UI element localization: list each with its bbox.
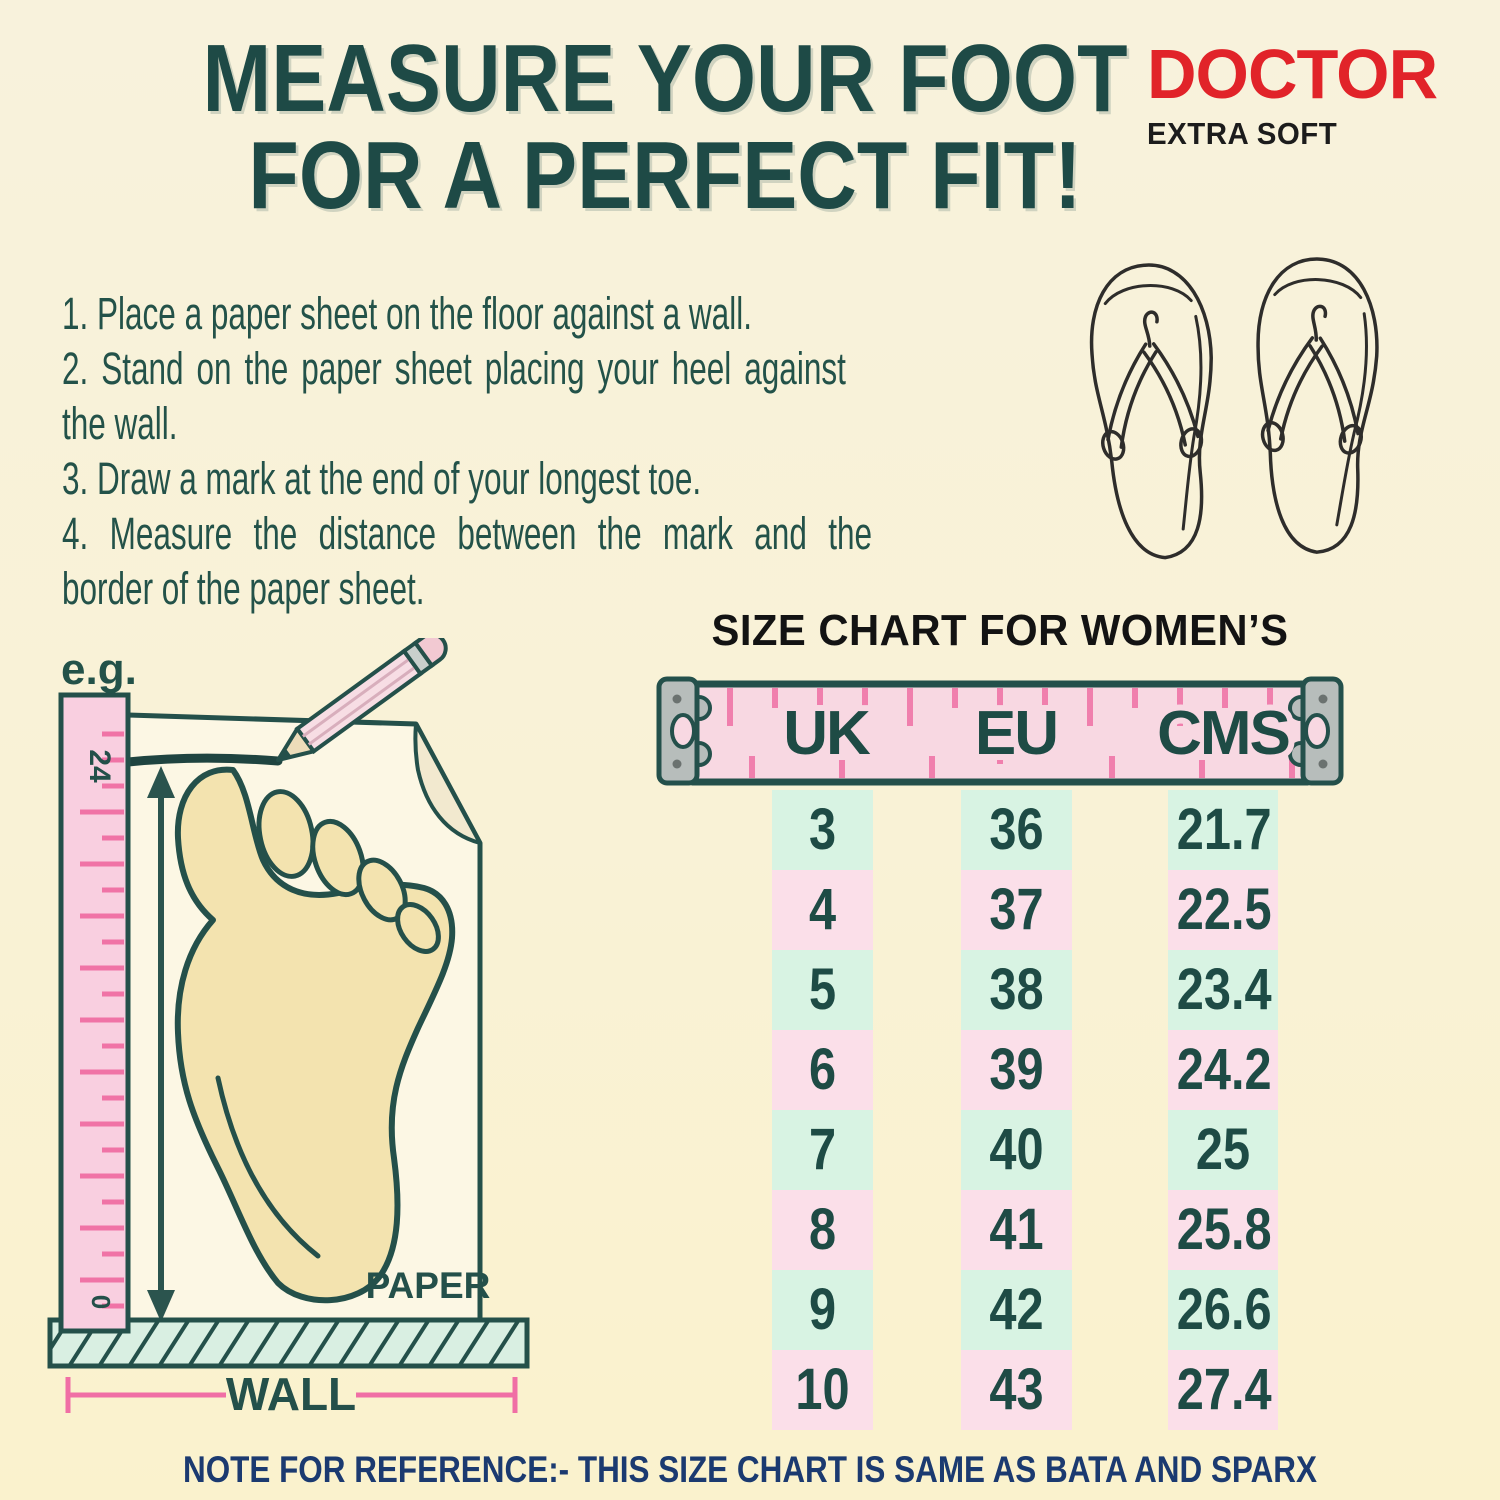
brand-tagline: EXTRA SOFT [1147, 116, 1338, 151]
tape-measure-header: UK EU CMS [656, 676, 1344, 786]
size-cell-cms: 25.8 [1168, 1190, 1278, 1270]
measure-arrow [147, 766, 175, 1322]
instruction-line: 1. Place a paper sheet on the floor agai… [62, 288, 752, 339]
size-cell-eu: 36 [961, 790, 1072, 870]
size-cell-eu: 39 [961, 1030, 1072, 1110]
flip-flops-illustration [1089, 257, 1379, 560]
page-title-line2: FOR A PERFECT FIT! [248, 122, 1082, 229]
size-cell-uk: 5 [772, 950, 873, 1030]
size-table-row: 5 38 23.4 [655, 950, 1345, 1030]
size-cell-cms: 27.4 [1168, 1350, 1278, 1430]
size-chart-title: SIZE CHART FOR WOMEN’S [711, 606, 1289, 655]
column-header-eu: EU [975, 699, 1057, 768]
paper-label: PAPER [366, 1265, 491, 1306]
brand-logo: DOCTOR EXTRA SOFT [1147, 38, 1443, 152]
size-cell-uk: 3 [772, 790, 873, 870]
column-header-uk: UK [783, 699, 871, 768]
ruler: 24 0 [58, 692, 131, 1334]
wall-dimension-line [65, 1377, 518, 1413]
pencil-illustration [276, 638, 448, 762]
tape-ticks [727, 688, 1295, 778]
tape-clasp-left [656, 676, 712, 786]
size-table-row: 8 41 25.8 [655, 1190, 1345, 1270]
size-cell-uk: 9 [772, 1270, 873, 1350]
brand-name: DOCTOR [1147, 35, 1438, 113]
size-cell-cms: 22.5 [1168, 870, 1278, 950]
instruction-line: 3. Draw a mark at the end of your longes… [62, 453, 702, 504]
page-title: MEASURE YOUR FOOT FOR A PERFECT FIT! [93, 30, 1237, 224]
size-cell-uk: 10 [772, 1350, 873, 1430]
measurement-diagram: 24 0 e.g. PAPER WALL [47, 638, 530, 1420]
size-cell-cms: 26.6 [1168, 1270, 1278, 1350]
page-title-line1: MEASURE YOUR FOOT [202, 25, 1128, 132]
size-cell-eu: 42 [961, 1270, 1072, 1350]
size-table-rows: 3 36 21.7 4 37 22.5 5 38 23.4 6 39 24.2 7 40 25 8 41 25.8… [655, 790, 1345, 1430]
size-cell-cms: 21.7 [1168, 790, 1278, 870]
column-header-cms: CMS [1157, 699, 1289, 768]
pencil-mark-line [123, 753, 283, 767]
size-table-row: 10 43 27.4 [655, 1350, 1345, 1430]
size-cell-eu: 38 [961, 950, 1072, 1030]
size-cell-cms: 23.4 [1168, 950, 1278, 1030]
size-table-row: 9 42 26.6 [655, 1270, 1345, 1350]
size-cell-uk: 8 [772, 1190, 873, 1270]
size-table-row: 7 40 25 [655, 1110, 1345, 1190]
example-label: e.g. [61, 645, 137, 694]
instruction-line: 4. Measure the distance between the mark… [62, 508, 872, 559]
tape-clasp-right [1288, 676, 1344, 786]
flip-flop-left [1089, 263, 1213, 560]
size-cell-cms: 25 [1168, 1110, 1278, 1190]
size-cell-uk: 6 [772, 1030, 873, 1110]
size-table-row: 6 39 24.2 [655, 1030, 1345, 1110]
size-table-row: 4 37 22.5 [655, 870, 1345, 950]
size-cell-eu: 37 [961, 870, 1072, 950]
instruction-line: 2. Stand on the paper sheet placing your… [62, 343, 846, 394]
flip-flop-right [1256, 257, 1379, 554]
size-cell-eu: 43 [961, 1350, 1072, 1430]
size-cell-uk: 4 [772, 870, 873, 950]
size-cell-eu: 41 [961, 1190, 1072, 1270]
size-cell-eu: 40 [961, 1110, 1072, 1190]
ruler-top-mark: 24 [83, 749, 116, 783]
size-table-row: 3 36 21.7 [655, 790, 1345, 870]
ruler-bottom-mark: 0 [86, 1295, 116, 1309]
instruction-line: border of the paper sheet. [62, 563, 425, 614]
instruction-line: the wall. [62, 398, 178, 449]
size-cell-cms: 24.2 [1168, 1030, 1278, 1110]
foot-illustration [174, 766, 456, 1304]
reference-note: NOTE FOR REFERENCE:- THIS SIZE CHART IS … [182, 1449, 1317, 1490]
wall-label: WALL [226, 1368, 356, 1420]
size-cell-uk: 7 [772, 1110, 873, 1190]
instructions-list: 1. Place a paper sheet on the floor agai… [62, 286, 872, 616]
